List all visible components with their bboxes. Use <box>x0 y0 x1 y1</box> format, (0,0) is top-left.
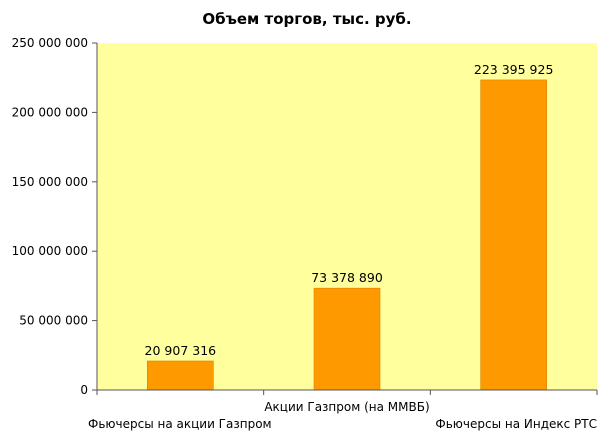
bar-3 <box>480 79 547 391</box>
y-tick-label-0: 0 <box>80 383 88 397</box>
y-tick-label-2: 100 000 000 <box>12 244 88 258</box>
y-tick-label-1: 50 000 000 <box>19 314 88 328</box>
y-tick-label-3: 150 000 000 <box>12 175 88 189</box>
chart-title: Объем торгов, тыс. руб. <box>202 10 411 28</box>
bar-2 <box>313 287 381 391</box>
x-category-label-2: Акции Газпром (на ММВБ) <box>264 400 429 414</box>
bar-value-label-3: 223 395 925 <box>474 62 554 77</box>
x-category-label-1: Фьючерсы на акции Газпром <box>88 417 272 431</box>
x-category-label-3: Фьючерсы на Индекс РТС <box>435 417 597 431</box>
y-tick-label-4: 200 000 000 <box>12 105 88 119</box>
bar-1 <box>147 360 214 391</box>
bar-value-label-1: 20 907 316 <box>145 343 217 358</box>
bar-value-label-2: 73 378 890 <box>311 270 383 285</box>
y-tick-label-5: 250 000 000 <box>12 36 88 50</box>
